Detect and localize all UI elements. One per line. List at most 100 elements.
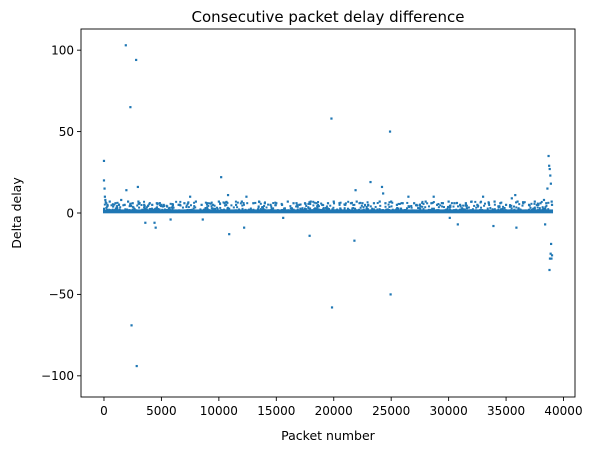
chart-title: Consecutive packet delay difference — [192, 8, 465, 26]
band-point — [230, 204, 233, 207]
data-point — [547, 154, 550, 158]
x-tick-label: 5000 — [146, 404, 177, 418]
band-point — [421, 200, 424, 203]
band-point — [475, 206, 478, 209]
band-point — [228, 207, 231, 210]
band-point — [327, 208, 330, 211]
band-point — [443, 209, 446, 212]
band-point — [317, 203, 320, 206]
band-point — [102, 208, 105, 211]
band-point — [106, 209, 109, 212]
x-tick-label: 35000 — [487, 404, 525, 418]
band-point — [388, 206, 391, 209]
x-tick-label: 15000 — [257, 404, 295, 418]
band-point — [174, 209, 177, 212]
band-point — [143, 206, 146, 209]
band-point — [211, 209, 214, 212]
band-point — [436, 209, 439, 212]
band-point — [216, 207, 219, 210]
data-point — [257, 200, 261, 203]
data-point — [321, 203, 324, 206]
band-point — [186, 208, 189, 211]
data-point — [492, 224, 495, 228]
band-point — [345, 209, 348, 212]
band-point — [547, 208, 550, 211]
band-point — [373, 208, 376, 211]
band-point — [468, 209, 471, 212]
band-point — [322, 209, 325, 212]
data-point — [549, 174, 552, 177]
band-point — [213, 208, 216, 211]
band-point — [299, 208, 302, 211]
band-point — [331, 208, 334, 211]
band-point — [360, 204, 363, 207]
band-point — [289, 207, 292, 210]
band-point — [432, 207, 435, 210]
band-point — [521, 209, 524, 212]
dense-band — [102, 200, 554, 214]
band-point — [512, 205, 515, 208]
band-point — [131, 205, 134, 208]
band-point — [176, 209, 179, 212]
band-point — [449, 204, 452, 207]
band-point — [163, 208, 166, 211]
band-point — [346, 207, 349, 210]
band-point — [225, 200, 228, 203]
data-point — [487, 202, 490, 205]
band-point — [213, 204, 216, 207]
band-point — [125, 208, 128, 211]
data-point — [542, 198, 546, 202]
band-point — [307, 206, 310, 209]
band-point — [352, 203, 355, 206]
band-point — [459, 208, 462, 211]
band-point — [219, 206, 222, 209]
data-point — [160, 203, 163, 206]
data-point — [102, 179, 106, 182]
band-point — [329, 204, 332, 207]
band-point — [336, 208, 339, 211]
data-point — [548, 268, 551, 272]
band-point — [475, 209, 478, 212]
band-point — [445, 208, 448, 211]
band-point — [149, 207, 152, 210]
band-point — [483, 204, 486, 207]
band-point — [406, 207, 409, 210]
data-point — [282, 216, 285, 219]
band-point — [452, 205, 455, 208]
band-point — [104, 201, 107, 204]
band-point — [421, 201, 424, 204]
band-point — [402, 209, 405, 212]
data-point — [430, 202, 433, 205]
band-point — [242, 202, 245, 205]
band-point — [366, 201, 369, 204]
band-point — [437, 209, 440, 212]
data-point — [144, 221, 147, 224]
data-point — [243, 226, 246, 229]
band-point — [470, 209, 473, 212]
band-point — [308, 201, 311, 204]
band-point — [460, 208, 463, 211]
band-point — [467, 206, 470, 209]
band-point — [138, 206, 141, 209]
band-point — [334, 209, 337, 212]
data-point — [338, 202, 341, 205]
band-point — [272, 209, 275, 212]
data-point — [292, 202, 295, 205]
data-point — [223, 202, 226, 205]
band-point — [301, 207, 304, 210]
band-point — [326, 207, 329, 210]
band-point — [376, 208, 379, 211]
data-point — [353, 239, 356, 242]
band-point — [305, 204, 308, 207]
band-point — [327, 209, 330, 212]
band-point — [276, 209, 279, 212]
data-point — [548, 167, 551, 171]
data-point — [448, 216, 451, 219]
band-point — [422, 208, 425, 211]
band-point — [267, 209, 270, 212]
data-point — [217, 200, 220, 203]
y-tick-label: −50 — [49, 288, 74, 302]
band-point — [181, 209, 184, 212]
data-point — [206, 202, 209, 205]
band-point — [548, 209, 551, 212]
